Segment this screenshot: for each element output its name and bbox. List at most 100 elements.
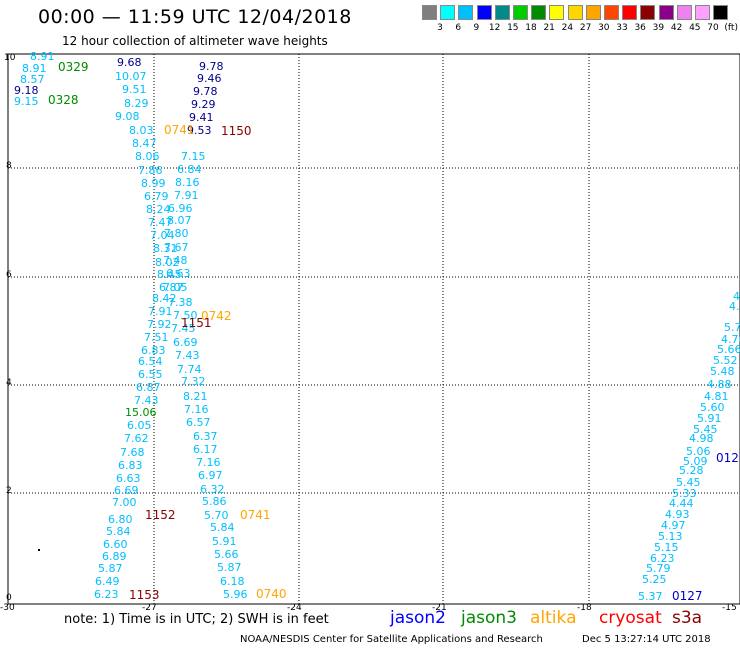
scale-label: 9 xyxy=(473,23,480,33)
wave-height-label: 9.53 xyxy=(187,124,212,137)
wave-height-label: 5.06 xyxy=(686,445,711,458)
wave-height-label: 6.63 xyxy=(116,472,141,485)
wave-height-label: 6.84 xyxy=(177,163,202,176)
wave-height-label: 9.15 xyxy=(14,95,39,108)
wave-height-label: 7.32 xyxy=(181,375,206,388)
scale-label: 24 xyxy=(561,23,574,33)
wave-height-label: 6.89 xyxy=(102,550,127,563)
scale-swatch xyxy=(604,5,619,20)
footer-note: note: 1) Time is in UTC; 2) SWH is in fe… xyxy=(64,612,329,627)
wave-height-label: 5.66 xyxy=(214,548,239,561)
wave-height-label: 5.13 xyxy=(658,530,683,543)
pass-time-altika: 0740 xyxy=(256,587,287,601)
scale-swatch xyxy=(494,5,510,20)
wave-height-label: 7.48 xyxy=(163,254,188,267)
wave-height-label: 4.88 xyxy=(707,378,732,391)
wave-height-label: 6.23 xyxy=(650,552,675,565)
wave-height-label: 6.96 xyxy=(168,202,193,215)
scale-label: 70 xyxy=(707,23,719,33)
wave-height-label: 5.45 xyxy=(693,423,718,436)
legend-jason3: jason3 xyxy=(461,608,517,628)
wave-height-label: 6.83 xyxy=(141,344,166,357)
credit-text: NOAA/NESDIS Center for Satellite Applica… xyxy=(240,634,543,645)
wave-height-label: 9.78 xyxy=(199,60,224,73)
wave-height-label: 7.68 xyxy=(120,446,145,459)
scale-swatch xyxy=(713,5,729,20)
wave-height-label: 6.54 xyxy=(138,355,163,368)
scale-swatch xyxy=(585,5,601,20)
wave-height-label: 5.37 xyxy=(638,590,663,603)
wave-height-label: 8.45 xyxy=(157,268,182,281)
wave-height-label: 7.67 xyxy=(164,241,189,254)
wave-height-label: 8.42 xyxy=(152,292,177,305)
wave-height-label: 7.15 xyxy=(181,150,206,163)
wave-height-label: 5.7 xyxy=(724,321,740,334)
wave-height-label: 7.92 xyxy=(147,318,172,331)
wave-height-label: 6.05 xyxy=(127,419,152,432)
wave-height-label: 5.66 xyxy=(717,343,740,356)
wave-height-label: 5.86 xyxy=(202,495,227,508)
wave-height-label: 4.98 xyxy=(689,432,714,445)
x-axis-tick: -27 xyxy=(142,603,157,613)
wave-height-label: 4.44 xyxy=(669,497,694,510)
wave-height-label: 5.79 xyxy=(646,562,671,575)
wave-height-label: 6.87 xyxy=(136,381,161,394)
wave-height-label: 4.97 xyxy=(661,519,686,532)
wave-height-label: 6.57 xyxy=(186,416,211,429)
x-axis-tick: -18 xyxy=(577,603,592,613)
wave-height-label: 6.80 xyxy=(108,513,133,526)
wave-height-label: 8.21 xyxy=(183,390,208,403)
wave-height-label: 9.78 xyxy=(193,85,218,98)
scale-swatch xyxy=(549,5,565,20)
y-axis-tick: 10 xyxy=(4,53,16,63)
wave-height-label: 5.87 xyxy=(217,561,242,574)
scale-swatch xyxy=(622,5,638,20)
scale-label: 45 xyxy=(689,23,701,33)
scale-swatch xyxy=(676,5,692,20)
grid-lines xyxy=(8,54,740,604)
wave-height-label: 5.96 xyxy=(223,588,248,601)
wave-height-label: 5.48 xyxy=(710,365,735,378)
wave-height-label: 9.46 xyxy=(197,72,222,85)
scale-label: 27 xyxy=(579,23,592,33)
pass-time-cryosat: 1150 xyxy=(221,124,252,138)
wave-height-label: 9.51 xyxy=(122,83,147,96)
wave-height-label: 7.05 xyxy=(163,281,188,294)
wave-height-label: 4.93 xyxy=(665,508,690,521)
wave-height-label: 7.74 xyxy=(177,363,202,376)
wave-height-label: 6.79 xyxy=(144,190,169,203)
wave-height-label: 5.45 xyxy=(676,476,701,489)
wave-height-label: 4.76 xyxy=(721,333,740,346)
generated-timestamp: Dec 5 13:27:14 UTC 2018 xyxy=(582,634,711,645)
map-frame xyxy=(7,53,740,605)
pass-time-altika: 0742 xyxy=(201,309,232,323)
wave-height-label: 7.43 xyxy=(175,349,200,362)
scale-label: 15 xyxy=(507,23,519,33)
wave-height-label: 8.07 xyxy=(167,214,192,227)
wave-height-label: 6.60 xyxy=(103,538,128,551)
wave-height-label: 7.62 xyxy=(124,432,149,445)
scale-label: 18 xyxy=(525,23,537,33)
wave-height-label: 7.38 xyxy=(168,296,193,309)
wave-height-label: 6.17 xyxy=(193,443,218,456)
wave-height-label: 6.55 xyxy=(138,368,163,381)
wave-height-label: 7.00 xyxy=(112,496,137,509)
wave-height-label: 4.81 xyxy=(704,390,729,403)
wave-height-label: 7.47 xyxy=(148,216,173,229)
scale-swatch xyxy=(640,5,656,20)
scale-swatch xyxy=(567,5,583,20)
wave-height-label: 6.63 xyxy=(166,267,191,280)
wave-height-label: 7.86 xyxy=(138,164,163,177)
scale-swatch xyxy=(531,5,547,20)
wave-height-label: 5.84 xyxy=(210,521,235,534)
wave-height-label: 9.41 xyxy=(189,111,214,124)
wave-height-label: 5.15 xyxy=(654,541,679,554)
wave-height-label: 5.60 xyxy=(700,401,725,414)
map-dot xyxy=(38,549,40,551)
scale-swatch xyxy=(476,5,492,20)
scale-label: 42 xyxy=(670,23,683,33)
wave-height-label: 5.91 xyxy=(697,412,722,425)
wave-height-label: 7.43 xyxy=(134,394,159,407)
scale-label: 6 xyxy=(455,23,462,33)
pass-time-jason3: 0328 xyxy=(48,93,79,107)
